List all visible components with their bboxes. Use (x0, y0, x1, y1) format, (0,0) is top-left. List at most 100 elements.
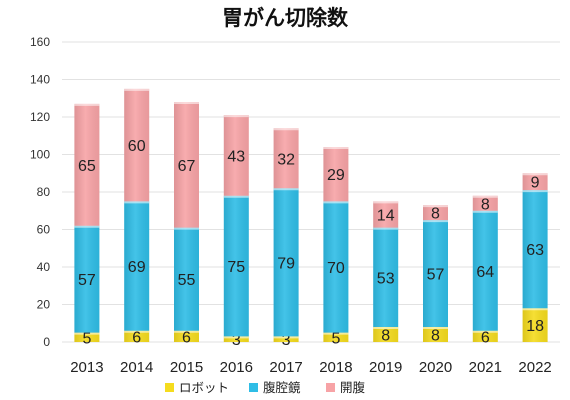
bar-highlight (223, 195, 249, 198)
data-label: 6 (481, 329, 490, 346)
bar-shade (223, 336, 249, 342)
bar-segment-ロボット: 3 (223, 332, 249, 349)
bar-highlight (74, 225, 100, 228)
data-label: 6 (182, 329, 191, 346)
data-label: 57 (427, 267, 445, 284)
bar-segment-腹腔鏡: 70 (323, 201, 349, 333)
bar-shade (423, 327, 448, 342)
bar-shade (223, 195, 249, 337)
bar-shade (522, 308, 548, 342)
data-label: 9 (531, 175, 540, 192)
bar-highlight (522, 190, 548, 193)
bar-highlight (472, 195, 498, 198)
legend-label: ロボット (179, 380, 229, 395)
bar-segment-腹腔鏡: 57 (423, 220, 448, 327)
bar-segment-開腹: 8 (423, 205, 448, 223)
bar-highlight (522, 173, 548, 176)
bar-segment-ロボット: 6 (472, 329, 498, 346)
bar-shade (124, 330, 150, 342)
bar-segment-開腹: 29 (323, 147, 349, 202)
bars: 5576566960655673754337932570298531485786… (74, 88, 548, 349)
bar-highlight (273, 188, 299, 191)
data-label: 6 (132, 329, 141, 346)
bar-segment-腹腔鏡: 57 (74, 225, 100, 333)
bar-highlight (472, 210, 498, 213)
data-label: 63 (526, 242, 544, 259)
bar-segment-ロボット: 5 (323, 330, 349, 347)
y-tick-label: 100 (30, 148, 50, 162)
bar-shade (223, 115, 249, 196)
data-label: 57 (78, 272, 96, 289)
bar-shade (174, 102, 199, 228)
bar-segment-ロボット: 3 (273, 332, 299, 349)
data-label: 75 (227, 259, 245, 276)
bar-highlight (323, 201, 349, 204)
data-label: 32 (277, 151, 295, 168)
bar-highlight (74, 332, 100, 335)
data-label: 8 (431, 206, 440, 223)
y-tick-label: 160 (30, 35, 50, 49)
data-label: 14 (377, 208, 395, 225)
bar-highlight (423, 327, 448, 329)
y-axis: 0 20 40 60 80 100 120 140 160 (30, 35, 50, 349)
data-label: 79 (277, 255, 295, 272)
bar-highlight (323, 147, 349, 149)
data-label: 8 (431, 328, 440, 345)
chart-title: 胃がん切除数 (222, 6, 349, 30)
x-tick-label: 2022 (518, 359, 551, 376)
y-tick-label: 80 (37, 185, 51, 199)
x-tick-label: 2016 (220, 359, 253, 376)
data-label: 53 (377, 270, 395, 287)
y-tick-label: 20 (37, 298, 51, 312)
legend-label: 腹腔鏡 (263, 380, 301, 395)
x-tick-label: 2014 (120, 359, 153, 376)
bar-shade (423, 220, 448, 327)
y-tick-label: 60 (37, 223, 51, 237)
bar-segment-開腹: 14 (373, 201, 399, 228)
data-label: 3 (232, 332, 241, 349)
bar-shade (472, 210, 498, 331)
bar-segment-開腹: 67 (174, 102, 199, 228)
bar-shade (174, 330, 199, 342)
data-label: 60 (128, 138, 146, 155)
x-tick-label: 2013 (70, 359, 103, 376)
bar-shade (124, 88, 150, 202)
y-tick-label: 140 (30, 73, 50, 87)
bar-segment-腹腔鏡: 79 (273, 188, 299, 337)
data-label: 29 (327, 167, 345, 184)
x-tick-label: 2015 (170, 359, 203, 376)
bar-shade (174, 227, 199, 331)
data-label: 65 (78, 158, 96, 175)
bar-segment-腹腔鏡: 69 (124, 201, 150, 331)
data-label: 64 (476, 264, 494, 281)
bar-segment-開腹: 60 (124, 88, 150, 202)
x-tick-label: 2019 (369, 359, 402, 376)
bar-highlight (223, 336, 249, 339)
data-label: 70 (327, 260, 345, 277)
data-label: 8 (481, 196, 490, 213)
bar-segment-開腹: 9 (522, 173, 548, 192)
bar-shade (522, 190, 548, 309)
bar-highlight (373, 201, 399, 204)
data-label: 67 (178, 158, 196, 175)
bar-segment-腹腔鏡: 64 (472, 210, 498, 331)
bar-highlight (174, 330, 199, 333)
data-label: 8 (381, 328, 390, 345)
data-label: 18 (526, 318, 544, 335)
bar-highlight (124, 330, 150, 333)
bar-highlight (423, 205, 448, 208)
data-label: 69 (128, 259, 146, 276)
legend-swatch (165, 383, 174, 392)
bar-segment-腹腔鏡: 63 (522, 190, 548, 309)
bar-highlight (74, 103, 100, 106)
bar-shade (373, 201, 399, 228)
bar-shade (273, 336, 299, 342)
x-axis: 2013 2014 2015 2016 2017 2018 2019 2020 2021 2022 (70, 359, 552, 376)
bar-segment-ロボット: 5 (74, 330, 100, 347)
bar-segment-ロボット: 8 (423, 327, 448, 345)
legend-item: ロボット (165, 380, 229, 395)
bar-shade (74, 103, 100, 226)
bar-highlight (124, 201, 150, 204)
